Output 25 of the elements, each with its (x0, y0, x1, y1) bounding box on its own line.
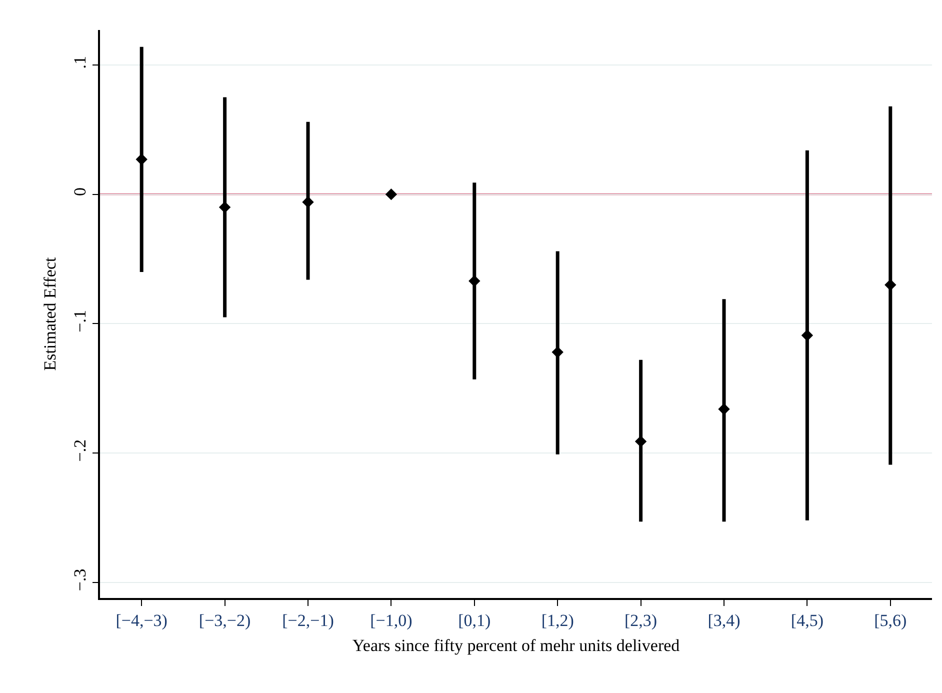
y-tick-label: 0 (70, 188, 90, 196)
point (801, 330, 814, 342)
point (718, 403, 730, 415)
x-tick-label: [3,4) (708, 611, 740, 630)
point (136, 154, 148, 166)
y-tick-label: .1 (70, 56, 90, 69)
y-tick-label: −.2 (70, 439, 90, 462)
x-tick-label: [2,3) (624, 611, 658, 630)
y-axis-title: Estimated Effect (40, 257, 60, 371)
point (302, 196, 314, 208)
x-tick-label: [0,1) (458, 611, 491, 630)
x-tick-label: [1,2) (541, 611, 574, 630)
point (468, 275, 480, 287)
point (385, 188, 398, 200)
point (634, 436, 647, 448)
x-tick-label: [−1,0) (370, 611, 412, 630)
x-tick-label: [−3,−2) (198, 611, 251, 630)
x-tick-label: [4,5) (790, 611, 824, 630)
x-tick-label: [−4,−3) (116, 611, 168, 630)
x-tick-label: [5,6) (874, 611, 907, 630)
x-tick-label: [−2,−1) (282, 611, 334, 630)
y-tick-label: −.3 (70, 568, 90, 592)
point (884, 279, 896, 291)
y-tick-label: −.1 (70, 310, 90, 332)
x-axis-title: Years since fifty percent of mehr units delivered (352, 636, 680, 656)
